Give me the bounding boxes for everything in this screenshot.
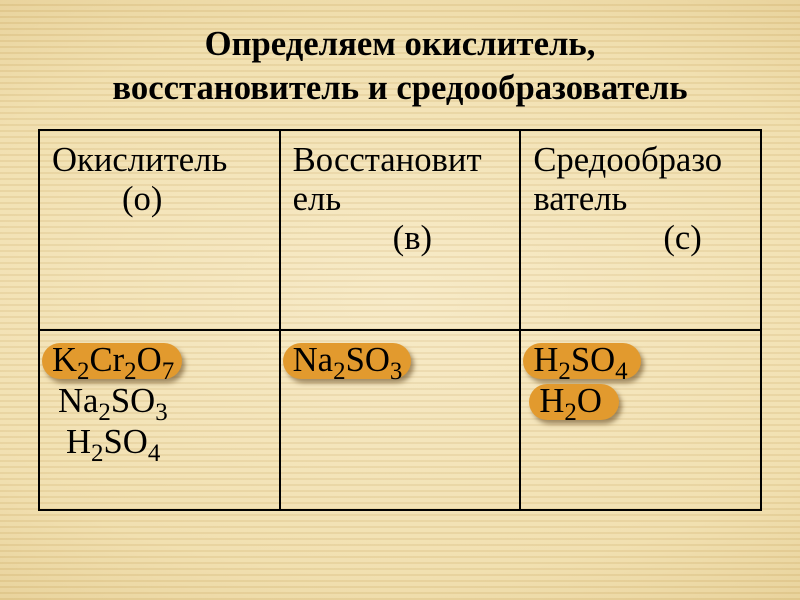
header-medium-l1b: ватель: [533, 180, 750, 219]
table-header-row: Окислитель (о) Восстановит ель (в) Средо…: [39, 130, 761, 330]
formula: Na2SO3: [52, 382, 269, 421]
table-data-row: K2Cr2O7Na2SO3H2SO4 Na2SO3 H2SO4H2O: [39, 330, 761, 510]
table-container: Окислитель (о) Восстановит ель (в) Средо…: [0, 111, 800, 511]
formula-text: Na2SO3: [58, 382, 168, 420]
header-reducer-l1b: ель: [293, 180, 510, 219]
title-line2: восстановитель и средообразователь: [112, 69, 687, 107]
slide-title: Определяем окислитель, восстановитель и …: [0, 0, 800, 111]
title-line1: Определяем окислитель,: [205, 25, 596, 63]
slide-content: Определяем окислитель, восстановитель и …: [0, 0, 800, 600]
redox-table: Окислитель (о) Восстановит ель (в) Средо…: [38, 129, 762, 511]
formula: K2Cr2O7: [52, 341, 269, 380]
formula-text: H2SO4: [533, 341, 627, 379]
formula: H2SO4: [52, 423, 269, 462]
header-medium-l1: Средообразо: [533, 141, 750, 180]
header-medium-l2: (с): [533, 219, 750, 258]
header-reducer-l2: (в): [293, 219, 510, 258]
cell-medium: H2SO4H2O: [520, 330, 761, 510]
header-reducer-l1: Восстановит: [293, 141, 510, 180]
formula: H2SO4: [533, 341, 750, 380]
formula-text: H2O: [539, 382, 602, 420]
formula-text: Na2SO3: [293, 341, 403, 379]
header-medium: Средообразо ватель (с): [520, 130, 761, 330]
formula-text: H2SO4: [66, 423, 160, 461]
header-oxidizer: Окислитель (о): [39, 130, 280, 330]
header-oxidizer-l1: Окислитель: [52, 141, 269, 180]
cell-oxidizer: K2Cr2O7Na2SO3H2SO4: [39, 330, 280, 510]
header-oxidizer-l2: (о): [52, 180, 269, 219]
formula: H2O: [533, 382, 750, 421]
formula: Na2SO3: [293, 341, 510, 380]
cell-reducer: Na2SO3: [280, 330, 521, 510]
formula-text: K2Cr2O7: [52, 341, 174, 379]
header-reducer: Восстановит ель (в): [280, 130, 521, 330]
